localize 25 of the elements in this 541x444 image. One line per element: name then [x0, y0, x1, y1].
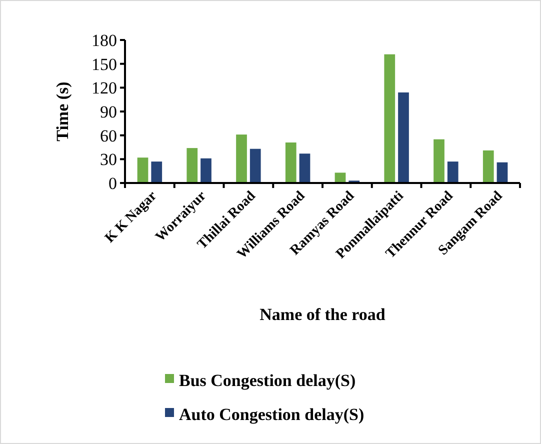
x-axis-title: Name of the road — [260, 305, 386, 324]
bar — [447, 162, 458, 183]
legend-label: Bus Congestion delay(S) — [179, 370, 356, 390]
y-tick-label: 0 — [108, 174, 117, 193]
y-tick-label: 90 — [100, 102, 117, 122]
y-tick-label: 150 — [92, 54, 117, 74]
bar — [434, 139, 444, 183]
y-axis-title: Time (s) — [53, 82, 72, 142]
bar — [496, 162, 508, 183]
bar — [151, 162, 162, 183]
bar — [299, 154, 310, 183]
legend-label: Auto Congestion delay(S) — [179, 404, 364, 424]
y-tick-label: 180 — [92, 30, 117, 50]
bar — [398, 92, 409, 183]
bar — [250, 148, 261, 183]
bar — [137, 158, 148, 183]
bar — [200, 158, 212, 183]
bar — [482, 150, 494, 183]
y-tick-label: 120 — [92, 78, 117, 98]
y-tick-label: 30 — [100, 150, 117, 170]
bar — [186, 148, 198, 183]
y-tick-label: 60 — [100, 126, 117, 146]
bar — [285, 142, 296, 183]
bar — [236, 134, 247, 183]
bar — [384, 54, 396, 183]
